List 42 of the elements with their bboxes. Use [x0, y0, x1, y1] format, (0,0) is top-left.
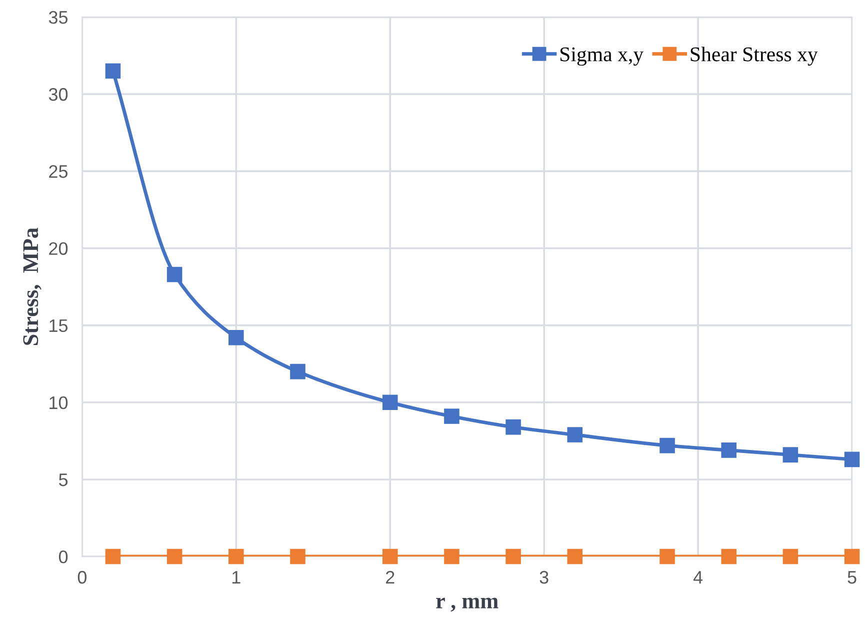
point [166, 548, 182, 564]
x-tick-label: 3 [540, 570, 548, 584]
point [382, 548, 398, 564]
x-tick-label: 1 [232, 571, 240, 584]
point [721, 548, 736, 564]
y-tick-label: 15 [50, 319, 68, 332]
point [290, 364, 306, 380]
point [721, 442, 736, 458]
x-axis-title: r , mm [436, 598, 498, 612]
point [782, 548, 798, 564]
y-tick-label: 30 [48, 88, 68, 101]
y-tick-label: 10 [50, 396, 68, 410]
y-axis-title: Stress, MPa [23, 228, 42, 345]
legend-label: Sigma x,y [560, 47, 644, 66]
y-tick-label: 20 [49, 242, 68, 255]
point [660, 548, 675, 564]
point [506, 548, 521, 564]
point [382, 394, 398, 410]
legend-label: Shear Stress xy [690, 46, 818, 66]
x-tick-label: 5 [848, 571, 856, 584]
point [444, 548, 460, 564]
y-tick-label: 0 [58, 550, 68, 564]
x-tick-label: 4 [693, 571, 703, 584]
point [660, 438, 675, 454]
y-tick-label: 35 [48, 10, 68, 24]
x-tick-label: 0 [78, 570, 86, 584]
point [228, 330, 244, 346]
y-tick-label: 5 [58, 474, 68, 486]
point [567, 548, 583, 564]
point [166, 266, 182, 282]
point [844, 548, 860, 564]
point [105, 63, 121, 79]
x-tick-label: 2 [386, 570, 394, 584]
point [444, 408, 460, 424]
point [844, 452, 860, 468]
point [228, 548, 244, 564]
point [567, 427, 583, 442]
point [105, 548, 121, 564]
point [506, 419, 521, 435]
point [290, 548, 306, 564]
y-tick-label: 25 [49, 165, 68, 178]
point [782, 447, 798, 462]
